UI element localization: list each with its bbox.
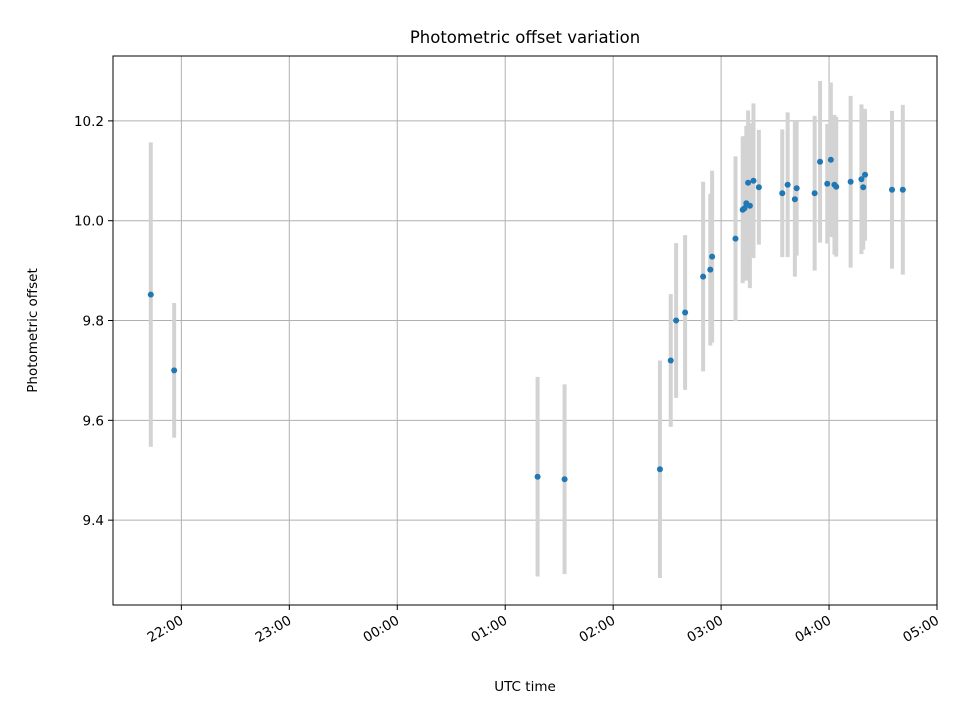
data-point [732, 235, 739, 242]
chart-title: Photometric offset variation [410, 28, 640, 47]
data-point [746, 202, 753, 209]
data-point [750, 177, 757, 184]
data-point [899, 186, 906, 193]
y-tick-label: 10.0 [74, 214, 104, 230]
data-point [656, 466, 663, 473]
data-point [817, 158, 824, 165]
data-point [707, 266, 714, 273]
data-point [171, 367, 178, 374]
data-point [784, 181, 791, 188]
data-point [147, 291, 154, 298]
data-point [847, 178, 854, 185]
data-point [667, 357, 674, 364]
grid-lines [113, 56, 938, 605]
data-point [779, 190, 786, 197]
data-point [561, 476, 568, 483]
data-point [745, 179, 752, 186]
y-tick-label: 9.4 [83, 513, 104, 529]
data-point [755, 184, 762, 191]
data-point [793, 185, 800, 192]
data-point [862, 171, 869, 178]
y-axis-label: Photometric offset [25, 268, 41, 392]
y-tick-label: 9.8 [83, 314, 104, 330]
y-tick-label: 10.2 [74, 114, 104, 130]
data-point [833, 183, 840, 190]
data-point [700, 273, 707, 280]
data-point [741, 205, 748, 212]
data-point [811, 190, 818, 197]
data-point [889, 186, 896, 193]
data-point [858, 176, 865, 183]
data-point [824, 180, 831, 187]
data-point [860, 184, 867, 191]
y-tick-label: 9.6 [83, 413, 104, 429]
data-point [673, 317, 680, 324]
data-point [682, 309, 689, 316]
plot-frame [112, 55, 938, 606]
data-point [827, 156, 834, 163]
data-point [791, 196, 798, 203]
data-point [709, 253, 716, 260]
x-axis-label: UTC time [494, 679, 556, 695]
data-points [147, 156, 906, 483]
data-point [534, 473, 541, 480]
